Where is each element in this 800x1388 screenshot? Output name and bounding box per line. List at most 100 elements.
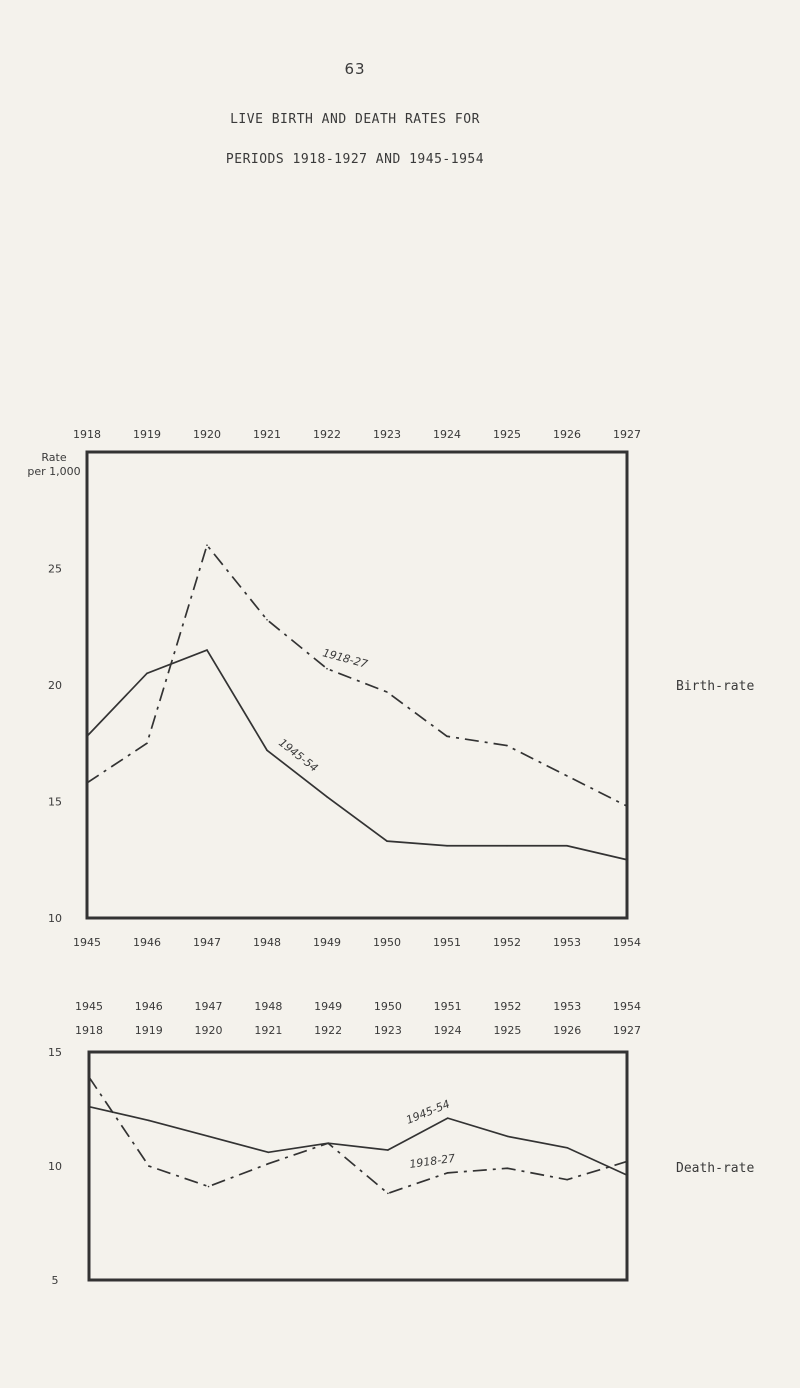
y-tick-label: 15 [48, 796, 62, 809]
top-axis-label: 1923 [373, 428, 401, 441]
y-tick-label: 25 [48, 563, 62, 576]
data-point [386, 840, 388, 842]
y-tick-label: 10 [48, 912, 62, 925]
bottom-axis-label: 1948 [254, 1000, 282, 1013]
data-point [506, 1135, 509, 1138]
series-label: 1945-54 [404, 1098, 451, 1127]
data-point [147, 1165, 150, 1167]
bottom-axis-label: 1953 [553, 936, 581, 949]
series-line-1918-27 [88, 1076, 628, 1195]
data-point [88, 1105, 90, 1108]
top-axis-label: 1920 [195, 1024, 223, 1037]
data-point [327, 1142, 329, 1144]
data-point [267, 1162, 270, 1165]
bottom-axis-label: 1951 [434, 1000, 462, 1013]
top-axis-label: 1927 [613, 428, 641, 441]
page-number: 63 [344, 60, 366, 78]
bottom-axis-label: 1954 [613, 936, 641, 949]
bottom-axis-label: 1952 [493, 1000, 521, 1013]
data-point [146, 742, 148, 745]
data-point [207, 1135, 210, 1138]
top-axis-label: 1926 [553, 428, 581, 441]
data-point [326, 796, 328, 798]
data-point [387, 1149, 389, 1151]
data-point [626, 1174, 628, 1176]
bottom-axis-label: 1952 [493, 936, 521, 949]
top-axis-label: 1922 [314, 1024, 342, 1037]
series-line-1918-27 [86, 543, 628, 807]
top-axis-label: 1919 [135, 1024, 163, 1037]
chart-title-line-2: PERIODS 1918-1927 AND 1945-1954 [225, 152, 485, 167]
data-point [566, 844, 568, 847]
top-axis-label: 1926 [553, 1024, 581, 1037]
bottom-axis-label: 1947 [193, 936, 221, 949]
data-point [146, 672, 148, 675]
bottom-axis-label: 1945 [73, 936, 101, 949]
data-point [386, 691, 388, 693]
series-label: 1918-27 [409, 1152, 456, 1171]
data-point [147, 1119, 150, 1122]
top-axis-label: 1920 [193, 428, 221, 441]
chart-frame-2 [87, 1050, 629, 1282]
top-axis-label: 1924 [434, 1024, 462, 1037]
data-point [446, 1172, 449, 1174]
data-point [207, 1185, 210, 1188]
series-label: 1918-27 [321, 646, 369, 670]
data-point [566, 1146, 569, 1149]
data-point [506, 1167, 509, 1170]
y-tick-label: 20 [48, 679, 62, 692]
data-point [267, 1151, 270, 1154]
chart-title-line-1: LIVE BIRTH AND DEATH RATES FOR [230, 112, 480, 127]
data-point [387, 1192, 389, 1195]
chart-frame-1 [85, 450, 629, 920]
data-point [566, 1178, 569, 1181]
bottom-axis-label: 1948 [253, 936, 281, 949]
top-axis-label: 1925 [493, 428, 521, 441]
data-point [88, 1076, 90, 1078]
bottom-axis-label: 1950 [373, 936, 401, 949]
bottom-axis-label: 1945 [75, 1000, 103, 1013]
y-axis-label: per 1,000 [27, 465, 80, 478]
bottom-axis-label: 1947 [195, 1000, 223, 1013]
bottom-axis-label: 1946 [133, 936, 161, 949]
bottom-axis-label: 1950 [374, 1000, 402, 1013]
data-point [446, 1117, 449, 1119]
y-tick-label: 15 [48, 1046, 62, 1059]
data-point [566, 775, 568, 777]
bottom-axis-label: 1953 [553, 1000, 581, 1013]
side-label: Death-rate [676, 1161, 754, 1176]
data-point [86, 735, 88, 738]
top-axis-label: 1918 [73, 428, 101, 441]
bottom-axis-label: 1954 [613, 1000, 641, 1013]
top-axis-label: 1921 [254, 1024, 282, 1037]
data-point [206, 649, 208, 651]
bottom-axis-label: 1949 [314, 1000, 342, 1013]
data-point [206, 544, 208, 546]
data-point [506, 844, 508, 847]
top-axis-label: 1923 [374, 1024, 402, 1037]
bottom-axis-label: 1949 [313, 936, 341, 949]
data-point [626, 805, 628, 807]
side-label: Birth-rate [676, 679, 754, 694]
data-point [266, 618, 268, 621]
data-point [326, 667, 328, 670]
top-axis-label: 1921 [253, 428, 281, 441]
data-point [446, 844, 448, 847]
data-point [446, 735, 448, 738]
top-axis-label: 1919 [133, 428, 161, 441]
data-point [626, 858, 628, 861]
data-point [626, 1160, 628, 1163]
series-line-1945-54 [86, 648, 628, 861]
series-line-1945-54 [88, 1105, 628, 1176]
bottom-axis-label: 1946 [135, 1000, 163, 1013]
series-label: 1945-54 [276, 736, 320, 775]
data-point [266, 749, 268, 752]
data-point [86, 782, 88, 784]
top-axis-label: 1924 [433, 428, 461, 441]
top-axis-label: 1927 [613, 1024, 641, 1037]
top-axis-label: 1922 [313, 428, 341, 441]
top-axis-label: 1925 [493, 1024, 521, 1037]
data-point [506, 744, 508, 747]
y-tick-label: 10 [48, 1160, 62, 1173]
